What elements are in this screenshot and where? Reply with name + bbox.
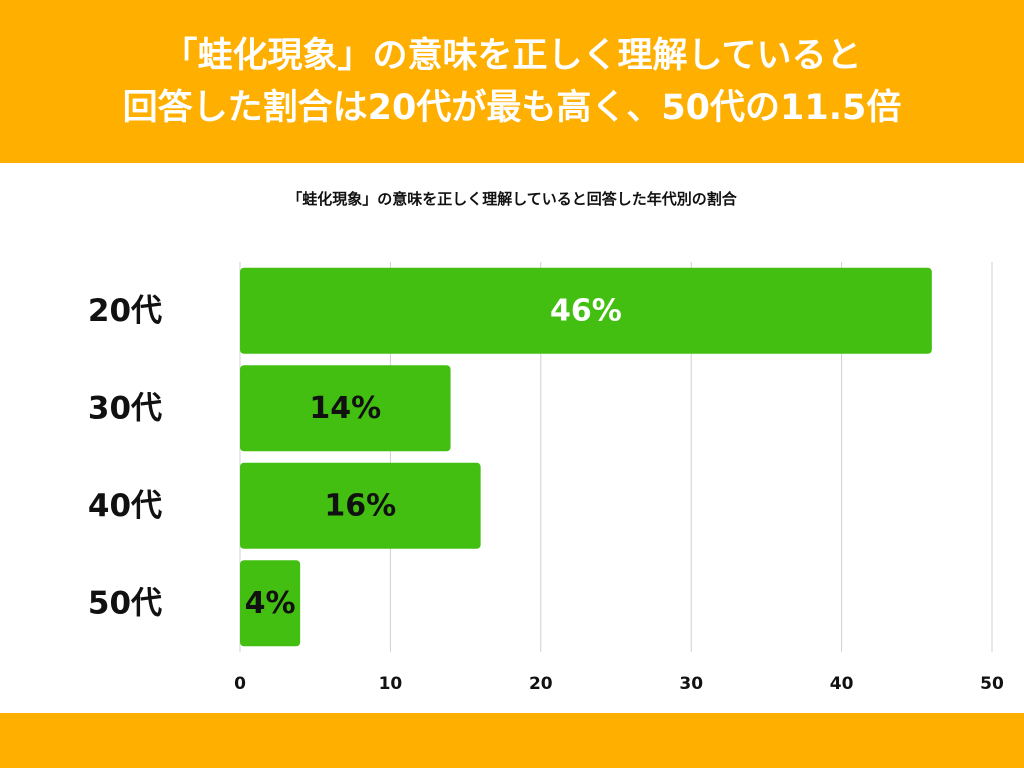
data-label: 4% (245, 586, 296, 621)
category-label: 20代 (88, 293, 162, 329)
bar (240, 560, 301, 647)
category-label: 30代 (88, 390, 162, 426)
chart-title: 「蛙化現象」の意味を正しく理解していると回答した年代別の割合 (287, 190, 737, 208)
tick-label: 40 (830, 674, 854, 694)
data-label: 16% (324, 488, 396, 523)
tick-label: 30 (679, 674, 703, 694)
tick-label: 0 (234, 674, 246, 694)
category-label: 40代 (88, 488, 162, 524)
header-band: 「蛙化現象」の意味を正しく理解していると 回答した割合は20代が最も高く、50代… (0, 0, 1024, 163)
bar (240, 267, 932, 354)
tick-label: 20 (529, 674, 553, 694)
tick-label: 50 (980, 674, 1004, 694)
bar (240, 462, 481, 549)
tick-label: 10 (379, 674, 403, 694)
bar (240, 365, 451, 452)
footer-band (0, 713, 1024, 768)
bar-chart: 20代 46% 30代 14% 40代 16% 50代 4% 0 10 20 30 40 50 (88, 262, 1004, 694)
headline-line-1: 「蛙化現象」の意味を正しく理解していると (162, 35, 862, 76)
category-label: 50代 (88, 585, 162, 621)
data-label: 46% (550, 293, 622, 328)
data-label: 14% (309, 391, 381, 426)
headline-line-2: 回答した割合は20代が最も高く、50代の11.5倍 (122, 87, 902, 128)
